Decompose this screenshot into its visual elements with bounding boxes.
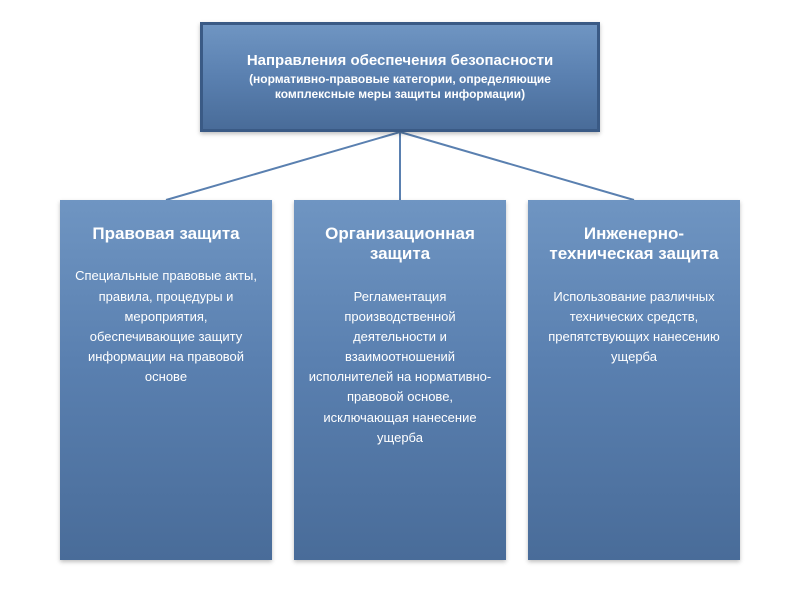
child-description: Специальные правовые акты, правила, проц…	[72, 266, 260, 387]
child-title: Инженерно-техническая защита	[540, 224, 728, 265]
root-title: Направления обеспечения безопасности	[217, 52, 583, 70]
child-description: Регламентация производственной деятельно…	[306, 287, 494, 448]
child-description: Использование различных технических сред…	[540, 287, 728, 368]
root-node: Направления обеспечения безопасности (но…	[200, 22, 600, 132]
child-title: Правовая защита	[72, 224, 260, 244]
child-node-technical: Инженерно-техническая защита Использован…	[528, 200, 740, 560]
root-subtitle: (нормативно-правовые категории, определя…	[217, 72, 583, 102]
child-title: Организационная защита	[306, 224, 494, 265]
child-node-organizational: Организационная защита Регламентация про…	[294, 200, 506, 560]
child-node-legal: Правовая защита Специальные правовые акт…	[60, 200, 272, 560]
